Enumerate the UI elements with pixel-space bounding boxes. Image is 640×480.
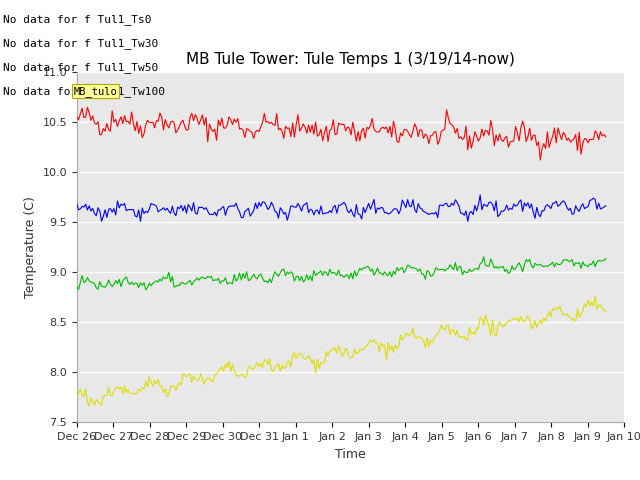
Y-axis label: Temperature (C): Temperature (C) (24, 196, 37, 298)
X-axis label: Time: Time (335, 448, 366, 461)
Text: No data for f Tul1_Tw100: No data for f Tul1_Tw100 (3, 85, 165, 96)
Text: No data for f Tul1_Ts0: No data for f Tul1_Ts0 (3, 13, 152, 24)
Text: No data for f Tul1_Tw30: No data for f Tul1_Tw30 (3, 37, 159, 48)
Text: No data for f Tul1_Tw50: No data for f Tul1_Tw50 (3, 61, 159, 72)
Text: MB_tulo: MB_tulo (74, 85, 117, 96)
Title: MB Tule Tower: Tule Temps 1 (3/19/14-now): MB Tule Tower: Tule Temps 1 (3/19/14-now… (186, 52, 515, 67)
